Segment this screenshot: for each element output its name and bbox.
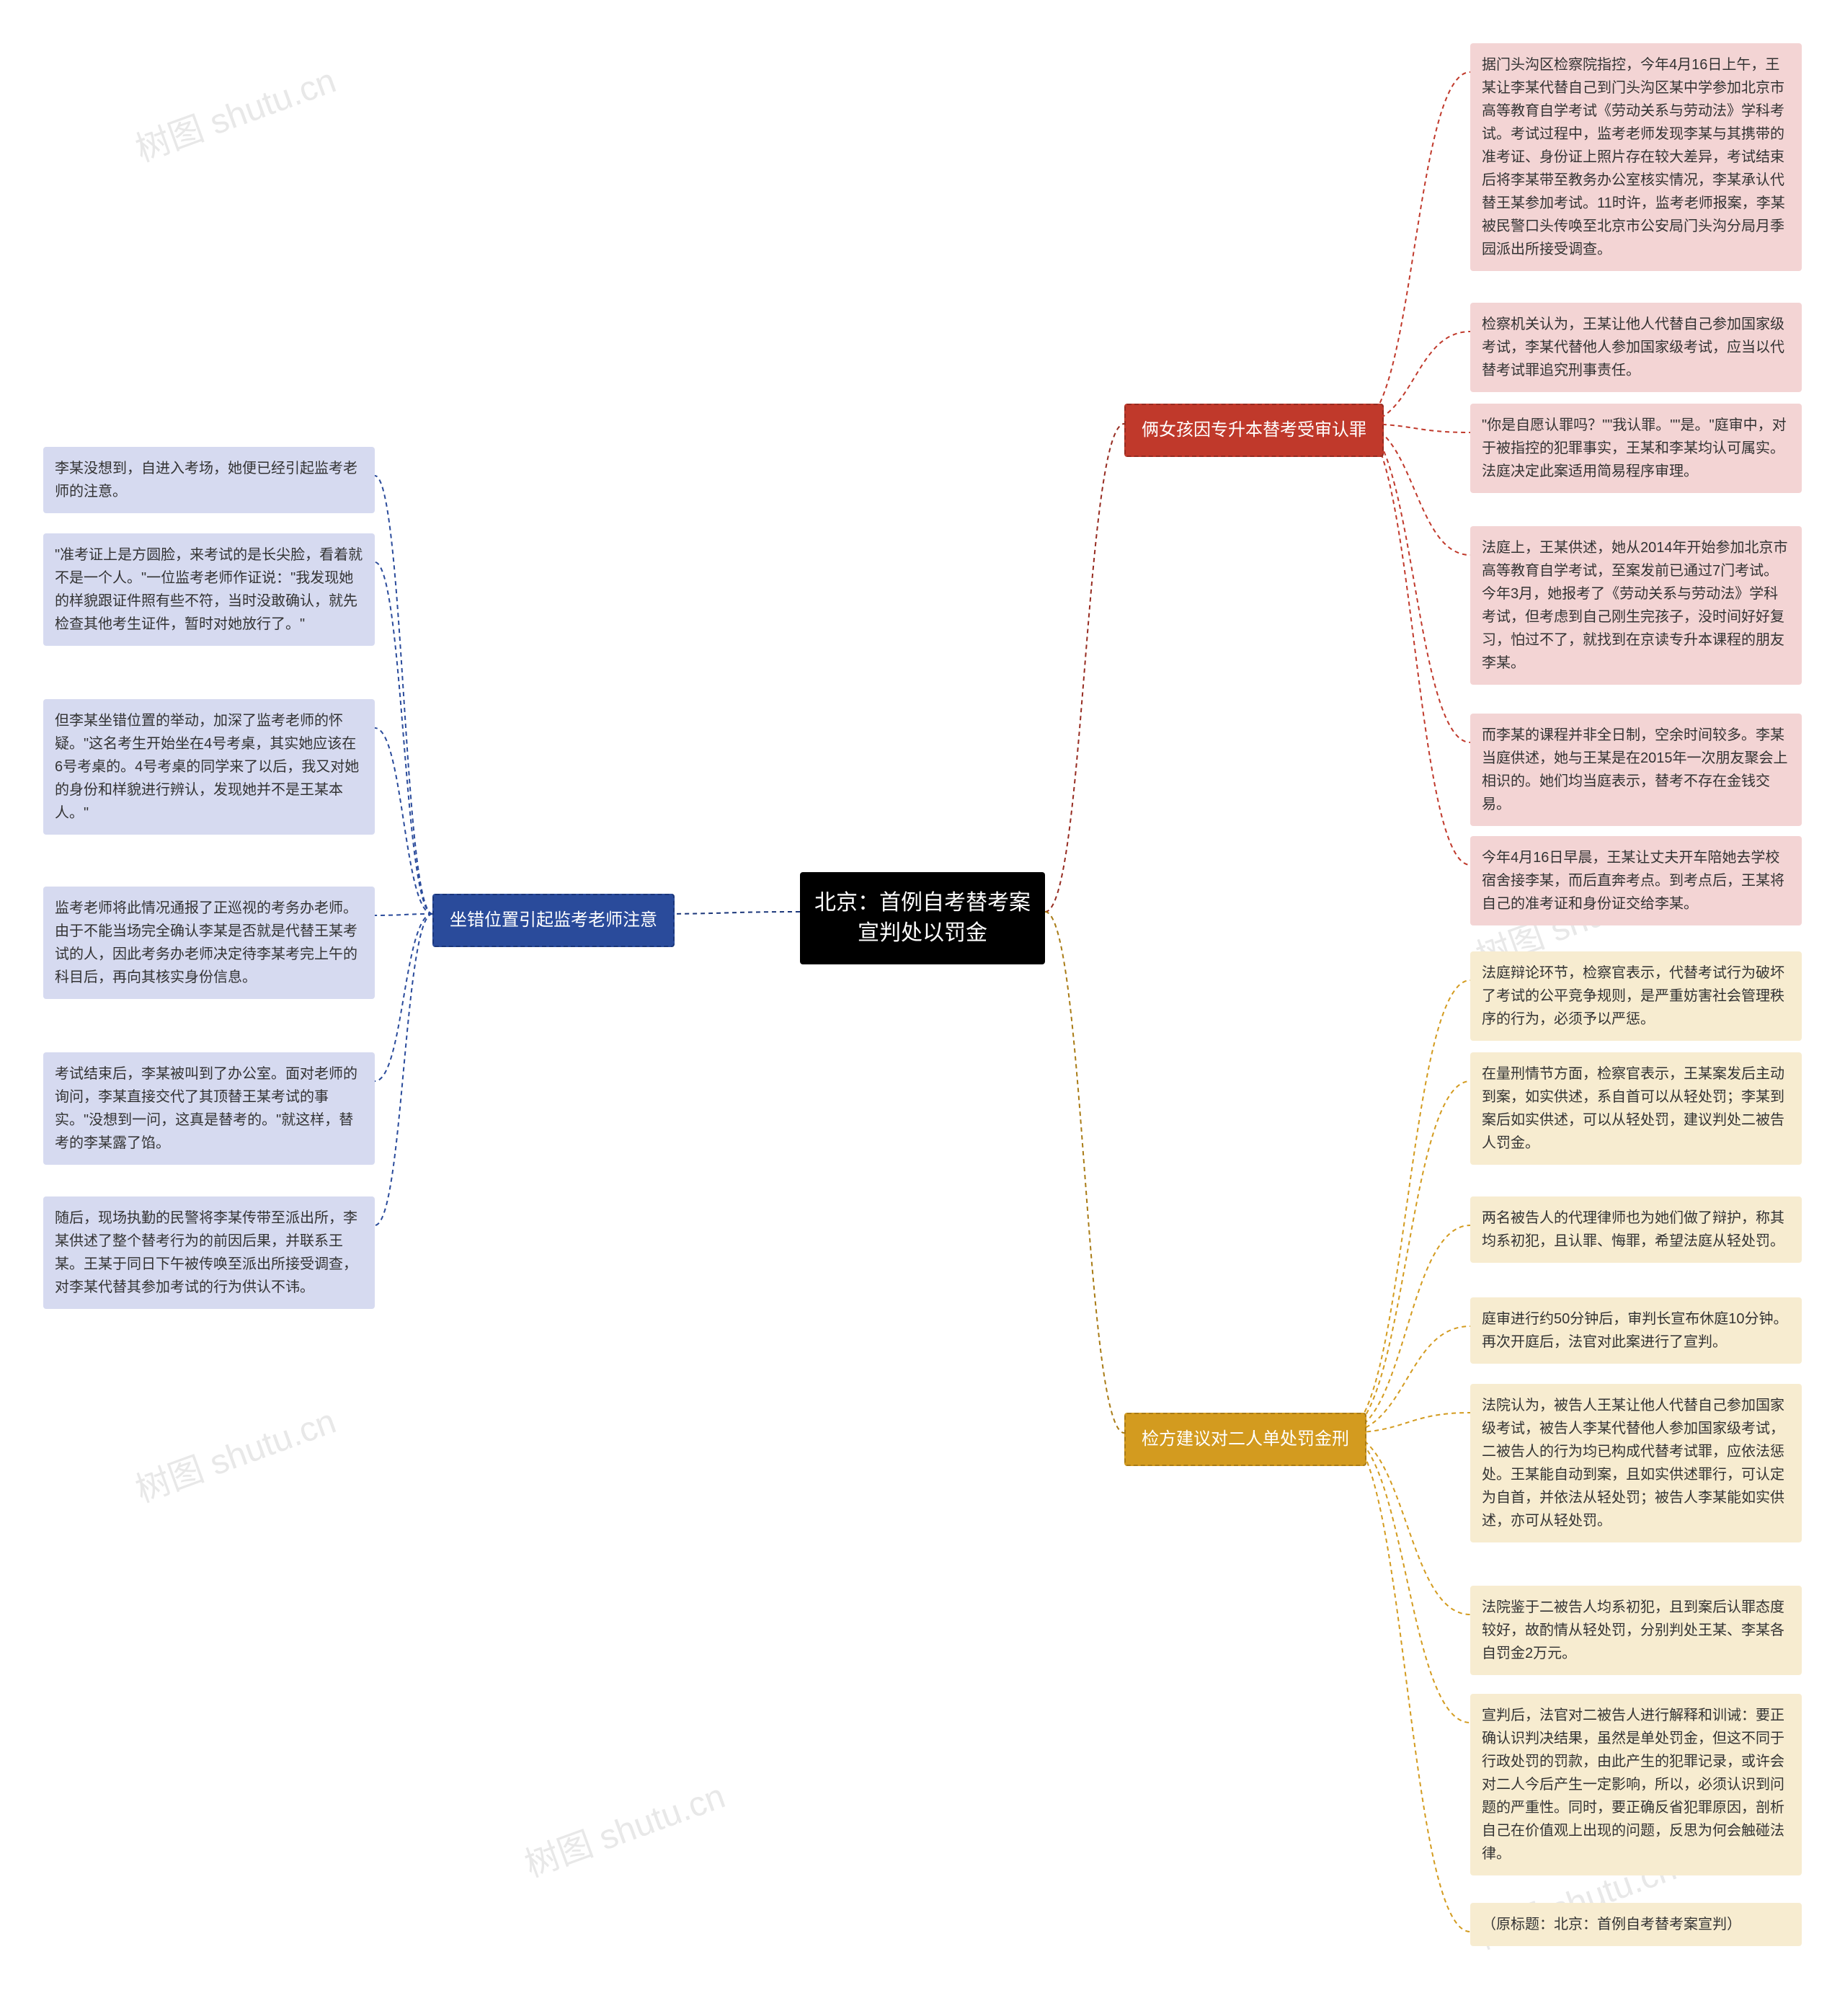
leaf-b2-2: "你是自愿认罪吗？""我认罪。""是。"庭审中，对于被指控的犯罪事实，王某和李某… xyxy=(1470,404,1802,493)
leaf-b2-0: 据门头沟区检察院指控，今年4月16日上午，王某让李某代替自己到门头沟区某中学参加… xyxy=(1470,43,1802,271)
leaf-b3-6: 宣判后，法官对二被告人进行解释和训诫：要正确认识判决结果，虽然是单处罚金，但这不… xyxy=(1470,1694,1802,1875)
leaf-b3-3: 庭审进行约50分钟后，审判长宣布休庭10分钟。再次开庭后，法官对此案进行了宣判。 xyxy=(1470,1297,1802,1364)
leaf-b2-3: 法庭上，王某供述，她从2014年开始参加北京市高等教育自学考试，至案发前已通过7… xyxy=(1470,526,1802,685)
branch-b3: 检方建议对二人单处罚金刑 xyxy=(1124,1413,1366,1466)
watermark: 树图 shutu.cn xyxy=(128,1393,342,1511)
leaf-b1-4: 考试结束后，李某被叫到了办公室。面对老师的询问，李某直接交代了其顶替王某考试的事… xyxy=(43,1052,375,1165)
root-node: 北京：首例自考替考案宣判处以罚金 xyxy=(800,872,1045,964)
leaf-b2-5: 今年4月16日早晨，王某让丈夫开车陪她去学校宿舍接李某，而后直奔考点。到考点后，… xyxy=(1470,836,1802,925)
leaf-b3-0: 法庭辩论环节，检察官表示，代替考试行为破坏了考试的公平竞争规则，是严重妨害社会管… xyxy=(1470,951,1802,1041)
leaf-b1-2: 但李某坐错位置的举动，加深了监考老师的怀疑。"这名考生开始坐在4号考桌，其实她应… xyxy=(43,699,375,835)
leaf-b1-5: 随后，现场执勤的民警将李某传带至派出所，李某供述了整个替考行为的前因后果，并联系… xyxy=(43,1196,375,1309)
watermark: 树图 shutu.cn xyxy=(517,1767,731,1886)
branch-b1: 坐错位置引起监考老师注意 xyxy=(432,894,675,947)
leaf-b3-2: 两名被告人的代理律师也为她们做了辩护，称其均系初犯，且认罪、悔罪，希望法庭从轻处… xyxy=(1470,1196,1802,1263)
leaf-b3-7: （原标题：北京：首例自考替考案宣判） xyxy=(1470,1903,1802,1946)
watermark: 树图 shutu.cn xyxy=(128,52,342,171)
leaf-b1-1: "准考证上是方圆脸，来考试的是长尖脸，看着就不是一个人。"一位监考老师作证说："… xyxy=(43,533,375,646)
leaf-b2-1: 检察机关认为，王某让他人代替自己参加国家级考试，李某代替他人参加国家级考试，应当… xyxy=(1470,303,1802,392)
leaf-b3-5: 法院鉴于二被告人均系初犯，且到案后认罪态度较好，故酌情从轻处罚，分别判处王某、李… xyxy=(1470,1586,1802,1675)
leaf-b3-1: 在量刑情节方面，检察官表示，王某案发后主动到案，如实供述，系自首可以从轻处罚；李… xyxy=(1470,1052,1802,1165)
leaf-b1-3: 监考老师将此情况通报了正巡视的考务办老师。由于不能当场完全确认李某是否就是代替王… xyxy=(43,887,375,999)
branch-b2: 俩女孩因专升本替考受审认罪 xyxy=(1124,404,1384,457)
leaf-b3-4: 法院认为，被告人王某让他人代替自己参加国家级考试，被告人李某代替他人参加国家级考… xyxy=(1470,1384,1802,1542)
leaf-b1-0: 李某没想到，自进入考场，她便已经引起监考老师的注意。 xyxy=(43,447,375,513)
leaf-b2-4: 而李某的课程并非全日制，空余时间较多。李某当庭供述，她与王某是在2015年一次朋… xyxy=(1470,714,1802,826)
